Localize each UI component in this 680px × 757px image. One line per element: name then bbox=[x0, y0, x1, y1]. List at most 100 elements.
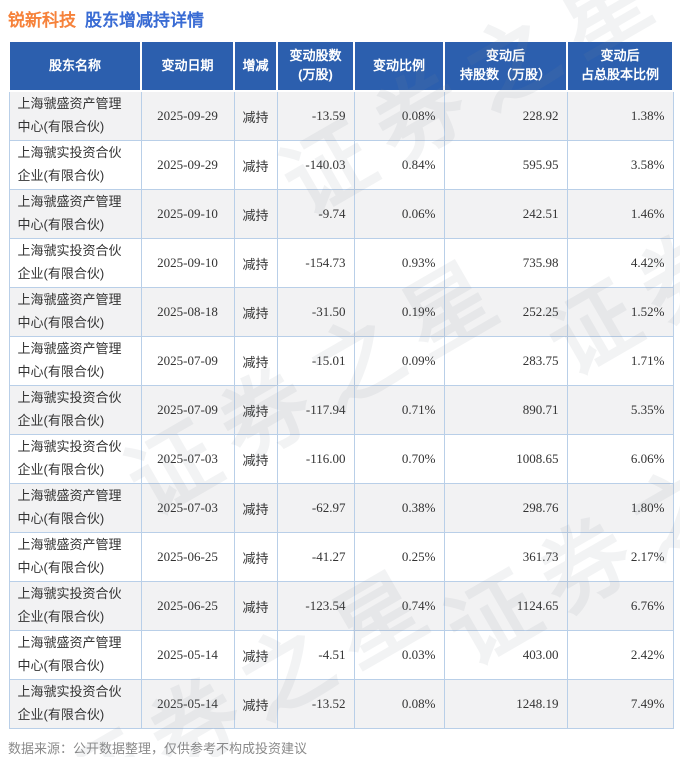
table-row: 上海虢盛资产管理中心(有限合伙) 2025-09-29 减持 -13.59 0.08% 2… bbox=[8, 90, 674, 141]
cell-name: 上海虢盛资产管理中心(有限合伙) bbox=[8, 483, 142, 533]
cell-action: 减持 bbox=[233, 679, 278, 729]
cell-name: 上海虢实投资合伙企业(有限合伙) bbox=[8, 434, 142, 484]
cell-action: 减持 bbox=[233, 532, 278, 582]
table-row: 上海虢盛资产管理中心(有限合伙) 2025-05-14 减持 -4.51 0.03% 40… bbox=[8, 630, 674, 680]
table-row: 上海虢实投资合伙企业(有限合伙) 2025-05-14 减持 -13.52 0.08% 1… bbox=[8, 679, 674, 729]
cell-ratio_after: 1.80% bbox=[566, 483, 674, 533]
cell-action: 减持 bbox=[233, 238, 278, 288]
table-row: 上海虢实投资合伙企业(有限合伙) 2025-09-29 减持 -140.03 0.84%… bbox=[8, 140, 674, 190]
cell-shares_after: 228.92 bbox=[443, 90, 568, 141]
table-row: 上海虢实投资合伙企业(有限合伙) 2025-07-03 减持 -116.00 0.70%… bbox=[8, 434, 674, 484]
cell-change_ratio: 0.09% bbox=[353, 336, 445, 386]
cell-date: 2025-09-10 bbox=[140, 238, 235, 288]
cell-name: 上海虢盛资产管理中心(有限合伙) bbox=[8, 532, 142, 582]
cell-date: 2025-06-25 bbox=[140, 532, 235, 582]
cell-date: 2025-07-03 bbox=[140, 483, 235, 533]
cell-name: 上海虢实投资合伙企业(有限合伙) bbox=[8, 581, 142, 631]
cell-date: 2025-08-18 bbox=[140, 287, 235, 337]
table-row: 上海虢实投资合伙企业(有限合伙) 2025-06-25 减持 -123.54 0.74%… bbox=[8, 581, 674, 631]
cell-change_ratio: 0.93% bbox=[353, 238, 445, 288]
cell-date: 2025-05-14 bbox=[140, 679, 235, 729]
cell-name: 上海虢盛资产管理中心(有限合伙) bbox=[8, 189, 142, 239]
data-source-note: 数据来源：公开数据整理，仅供参考不构成投资建议 bbox=[8, 741, 308, 756]
cell-ratio_after: 6.76% bbox=[566, 581, 674, 631]
cell-ratio_after: 1.38% bbox=[566, 90, 674, 141]
cell-name: 上海虢盛资产管理中心(有限合伙) bbox=[8, 287, 142, 337]
cell-date: 2025-09-29 bbox=[140, 90, 235, 141]
cell-name: 上海虢盛资产管理中心(有限合伙) bbox=[8, 336, 142, 386]
column-header-ratio_after: 变动后 占总股本比例 bbox=[566, 40, 674, 92]
cell-shares_after: 1248.19 bbox=[443, 679, 568, 729]
cell-change_shares: -31.50 bbox=[276, 287, 355, 337]
cell-ratio_after: 7.49% bbox=[566, 679, 674, 729]
cell-name: 上海虢实投资合伙企业(有限合伙) bbox=[8, 140, 142, 190]
cell-date: 2025-06-25 bbox=[140, 581, 235, 631]
cell-ratio_after: 1.52% bbox=[566, 287, 674, 337]
cell-shares_after: 403.00 bbox=[443, 630, 568, 680]
cell-date: 2025-09-10 bbox=[140, 189, 235, 239]
column-header-action: 增减 bbox=[233, 40, 278, 92]
table-row: 上海虢盛资产管理中心(有限合伙) 2025-09-10 减持 -9.74 0.06% 24… bbox=[8, 189, 674, 239]
cell-action: 减持 bbox=[233, 581, 278, 631]
cell-change_shares: -15.01 bbox=[276, 336, 355, 386]
cell-date: 2025-07-09 bbox=[140, 336, 235, 386]
column-header-date: 变动日期 bbox=[140, 40, 235, 92]
cell-change_shares: -140.03 bbox=[276, 140, 355, 190]
cell-name: 上海虢盛资产管理中心(有限合伙) bbox=[8, 630, 142, 680]
cell-action: 减持 bbox=[233, 336, 278, 386]
cell-shares_after: 595.95 bbox=[443, 140, 568, 190]
cell-ratio_after: 4.42% bbox=[566, 238, 674, 288]
cell-change_shares: -4.51 bbox=[276, 630, 355, 680]
cell-action: 减持 bbox=[233, 90, 278, 141]
cell-ratio_after: 2.17% bbox=[566, 532, 674, 582]
cell-action: 减持 bbox=[233, 385, 278, 435]
table-header: 股东名称 变动日期 增减 变动股数 (万股) 变动比例 变动后 持股数（万股） 变动后 占总… bbox=[8, 40, 674, 92]
cell-change_ratio: 0.03% bbox=[353, 630, 445, 680]
cell-name: 上海虢实投资合伙企业(有限合伙) bbox=[8, 385, 142, 435]
cell-change_shares: -62.97 bbox=[276, 483, 355, 533]
cell-action: 减持 bbox=[233, 189, 278, 239]
page-header: 锐新科技 股东增减持详情 bbox=[0, 0, 680, 40]
cell-change_shares: -117.94 bbox=[276, 385, 355, 435]
table-row: 上海虢盛资产管理中心(有限合伙) 2025-08-18 减持 -31.50 0.19% 2… bbox=[8, 287, 674, 337]
cell-change_ratio: 0.74% bbox=[353, 581, 445, 631]
cell-name: 上海虢实投资合伙企业(有限合伙) bbox=[8, 238, 142, 288]
cell-ratio_after: 2.42% bbox=[566, 630, 674, 680]
cell-shares_after: 298.76 bbox=[443, 483, 568, 533]
column-header-name: 股东名称 bbox=[8, 40, 142, 92]
cell-change_ratio: 0.84% bbox=[353, 140, 445, 190]
cell-change_ratio: 0.08% bbox=[353, 679, 445, 729]
cell-name: 上海虢盛资产管理中心(有限合伙) bbox=[8, 90, 142, 141]
table-row: 上海虢盛资产管理中心(有限合伙) 2025-06-25 减持 -41.27 0.25% 3… bbox=[8, 532, 674, 582]
cell-shares_after: 890.71 bbox=[443, 385, 568, 435]
cell-action: 减持 bbox=[233, 140, 278, 190]
cell-ratio_after: 1.71% bbox=[566, 336, 674, 386]
cell-ratio_after: 1.46% bbox=[566, 189, 674, 239]
stock-name-link[interactable]: 锐新科技 bbox=[8, 11, 76, 30]
cell-shares_after: 735.98 bbox=[443, 238, 568, 288]
column-header-shares_after: 变动后 持股数（万股） bbox=[443, 40, 568, 92]
cell-change_ratio: 0.06% bbox=[353, 189, 445, 239]
cell-action: 减持 bbox=[233, 434, 278, 484]
table-row: 上海虢实投资合伙企业(有限合伙) 2025-07-09 减持 -117.94 0.71%… bbox=[8, 385, 674, 435]
cell-change_shares: -13.59 bbox=[276, 90, 355, 141]
cell-change_shares: -13.52 bbox=[276, 679, 355, 729]
cell-change_shares: -41.27 bbox=[276, 532, 355, 582]
cell-change_shares: -9.74 bbox=[276, 189, 355, 239]
cell-date: 2025-05-14 bbox=[140, 630, 235, 680]
cell-change_shares: -116.00 bbox=[276, 434, 355, 484]
cell-shares_after: 283.75 bbox=[443, 336, 568, 386]
cell-shares_after: 1124.65 bbox=[443, 581, 568, 631]
cell-change_shares: -154.73 bbox=[276, 238, 355, 288]
cell-change_ratio: 0.08% bbox=[353, 90, 445, 141]
cell-action: 减持 bbox=[233, 630, 278, 680]
shareholder-change-table: 股东名称 变动日期 增减 变动股数 (万股) 变动比例 变动后 持股数（万股） 变动后 占总… bbox=[8, 40, 674, 729]
page-title: 股东增减持详情 bbox=[85, 11, 204, 30]
cell-action: 减持 bbox=[233, 483, 278, 533]
cell-shares_after: 242.51 bbox=[443, 189, 568, 239]
cell-shares_after: 1008.65 bbox=[443, 434, 568, 484]
column-header-change_shares: 变动股数 (万股) bbox=[276, 40, 355, 92]
cell-name: 上海虢实投资合伙企业(有限合伙) bbox=[8, 679, 142, 729]
cell-change_ratio: 0.71% bbox=[353, 385, 445, 435]
